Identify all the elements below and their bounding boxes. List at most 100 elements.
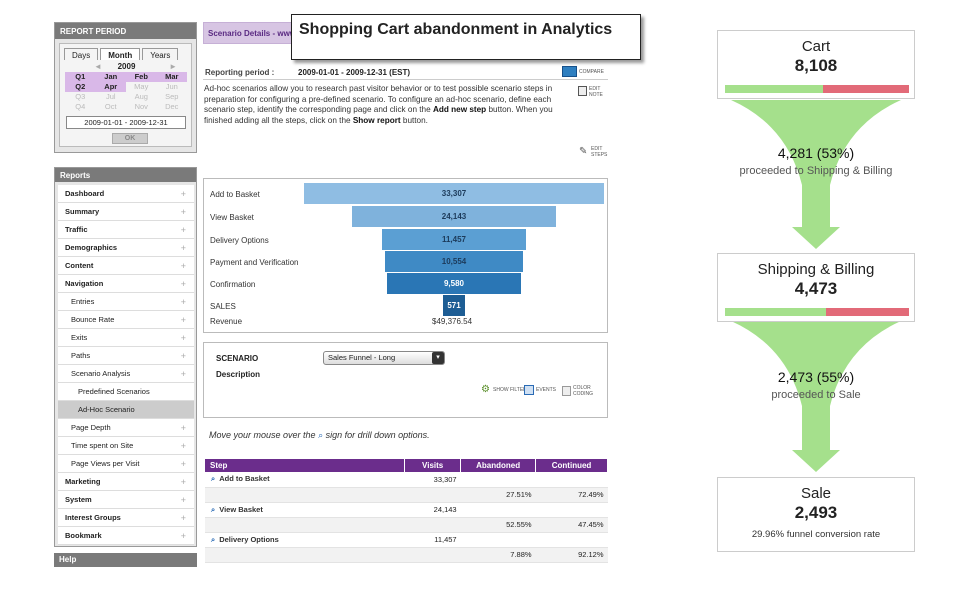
expand-icon[interactable]: +	[180, 207, 186, 217]
col-continued[interactable]: Continued	[535, 459, 608, 472]
visits-cell: 24,143	[404, 502, 461, 518]
step-name[interactable]: ⌕ View Basket	[205, 502, 405, 518]
nav-item-time-spent-on-site[interactable]: Time spent on Site +	[58, 437, 194, 455]
funnel-bar[interactable]: 24,143	[352, 206, 556, 227]
desc-text-1: Ad-hoc scenarios allow you to research p…	[204, 84, 553, 114]
cart-box: Cart 8,108	[717, 30, 915, 99]
expand-icon[interactable]: +	[180, 261, 186, 271]
nav-item-predefined-scenarios[interactable]: Predefined Scenarios	[58, 383, 194, 401]
ok-button[interactable]: OK	[112, 133, 148, 144]
step-name[interactable]: ⌕ Add to Basket	[205, 472, 405, 488]
funnel-label-add-to-basket: Add to Basket	[210, 190, 260, 199]
nav-item-page-depth[interactable]: Page Depth +	[58, 419, 194, 437]
date-range-field[interactable]: 2009-01-01 - 2009-12-31	[66, 116, 186, 129]
nav-item-traffic[interactable]: Traffic +	[58, 221, 194, 239]
expand-icon[interactable]: +	[180, 531, 186, 541]
tab-month[interactable]: Month	[100, 48, 141, 60]
nav-item-bounce-rate[interactable]: Bounce Rate +	[58, 311, 194, 329]
expand-icon[interactable]: +	[180, 189, 186, 199]
page-title: Shopping Cart abandonment in Analytics	[291, 14, 641, 60]
expand-icon[interactable]: +	[180, 459, 186, 469]
table-row[interactable]: ⌕ Delivery Options 11,457	[205, 532, 608, 548]
tab-days[interactable]: Days	[64, 48, 99, 60]
nav-item-page-views-per-visit[interactable]: Page Views per Visit +	[58, 455, 194, 473]
compare-button[interactable]: COMPARE	[562, 66, 604, 77]
nav-item-ad-hoc-scenario[interactable]: Ad-Hoc Scenario	[58, 401, 194, 419]
tab-years[interactable]: Years	[142, 48, 179, 60]
col-step[interactable]: Step	[205, 459, 406, 472]
expand-icon[interactable]: +	[180, 243, 186, 253]
month-apr[interactable]: Apr	[95, 82, 126, 92]
expand-icon[interactable]: +	[180, 423, 186, 433]
scenario-select[interactable]: Sales Funnel - Long ▾	[323, 351, 445, 365]
reports-panel: Reports Dashboard + Summary + Traffic + Demogr…	[54, 167, 197, 547]
reporting-period-label: Reporting period :	[205, 68, 275, 77]
nav-item-demographics[interactable]: Demographics +	[58, 239, 194, 257]
edit-steps-button[interactable]: ✎ EDIT STEPS	[579, 146, 607, 158]
funnel-bar[interactable]: 11,457	[382, 229, 526, 250]
step-name[interactable]: ⌕ Delivery Options	[205, 532, 405, 548]
expand-icon[interactable]: +	[180, 333, 186, 343]
nav-item-content[interactable]: Content +	[58, 257, 194, 275]
month-mar[interactable]: Mar	[156, 72, 187, 82]
expand-icon[interactable]: +	[180, 369, 186, 379]
expand-icon[interactable]: +	[180, 513, 186, 523]
col-abandoned[interactable]: Abandoned	[460, 459, 537, 472]
edit-note-button[interactable]: EDIT NOTE	[578, 86, 603, 98]
nav-item-entries[interactable]: Entries +	[58, 293, 194, 311]
help-header[interactable]: Help	[54, 553, 197, 567]
expand-icon[interactable]: +	[180, 297, 186, 307]
continued-cell: 92.12%	[535, 547, 608, 563]
prev-year-icon[interactable]: ◄	[94, 62, 102, 71]
next-year-icon[interactable]: ►	[169, 62, 177, 71]
nav-item-interest-groups[interactable]: Interest Groups +	[58, 509, 194, 527]
month-jan[interactable]: Jan	[95, 72, 126, 82]
color-coding-button[interactable]: COLOR CODING	[562, 385, 607, 397]
nav-item-dashboard[interactable]: Dashboard +	[58, 185, 194, 203]
nav-item-exits[interactable]: Exits +	[58, 329, 194, 347]
events-button[interactable]: EVENTS	[524, 385, 556, 395]
shipping-box: Shipping & Billing 4,473	[717, 253, 915, 322]
scenario-details-bar: Scenario Details - www	[203, 22, 295, 44]
magnifier-icon[interactable]: ⌕	[211, 474, 216, 484]
hint-text-before: Move your mouse over the	[209, 430, 319, 440]
month-feb[interactable]: Feb	[126, 72, 157, 82]
magnifier-icon[interactable]: ⌕	[211, 534, 216, 544]
nav-item-navigation[interactable]: Navigation +	[58, 275, 194, 293]
shipping-value: 4,473	[794, 279, 838, 298]
expand-icon[interactable]: +	[180, 441, 186, 451]
nav-item-bookmark[interactable]: Bookmark +	[58, 527, 194, 545]
expand-icon[interactable]: +	[180, 315, 186, 325]
show-filters-button[interactable]: ⚙ SHOW FILTERS	[481, 385, 530, 395]
nav-item-summary[interactable]: Summary +	[58, 203, 194, 221]
funnel-bar[interactable]: 571	[443, 295, 465, 316]
report-period-panel: REPORT PERIOD Days Month Years ◄ 2009 ► …	[54, 22, 197, 153]
nav-item-marketing[interactable]: Marketing +	[58, 473, 194, 491]
table-row[interactable]: ⌕ View Basket 24,143	[205, 502, 608, 518]
year-label: 2009	[117, 62, 136, 71]
nav-item-label: Bounce Rate	[71, 315, 115, 324]
col-visits[interactable]: Visits	[404, 459, 462, 472]
cart-proceeded-label: proceeded to Shipping & Billing	[739, 165, 893, 177]
expand-icon[interactable]: +	[180, 351, 186, 361]
quarter-q1[interactable]: Q1	[65, 72, 96, 82]
pencil-icon: ✎	[579, 146, 588, 157]
nav-item-system[interactable]: System +	[58, 491, 194, 509]
quarter-q2[interactable]: Q2	[65, 82, 96, 92]
funnel-bar[interactable]: 33,307	[304, 183, 604, 204]
expand-icon[interactable]: +	[180, 495, 186, 505]
cart-ratio-bar	[725, 85, 909, 93]
funnel-bar[interactable]: 10,554	[384, 251, 524, 272]
nav-item-label: Scenario Analysis	[71, 369, 131, 378]
expand-icon[interactable]: +	[180, 279, 186, 289]
expand-icon[interactable]: +	[180, 477, 186, 487]
nav-item-label: Dashboard	[65, 189, 105, 198]
nav-item-paths[interactable]: Paths +	[58, 347, 194, 365]
magnifier-icon[interactable]: ⌕	[211, 504, 216, 514]
expand-icon[interactable]: +	[180, 225, 186, 235]
nav-item-scenario-analysis[interactable]: Scenario Analysis +	[58, 365, 194, 383]
funnel-arrows	[731, 100, 901, 472]
compare-icon	[562, 66, 577, 77]
table-row[interactable]: ⌕ Add to Basket 33,307	[205, 472, 608, 488]
funnel-bar[interactable]: 9,580	[386, 273, 521, 294]
